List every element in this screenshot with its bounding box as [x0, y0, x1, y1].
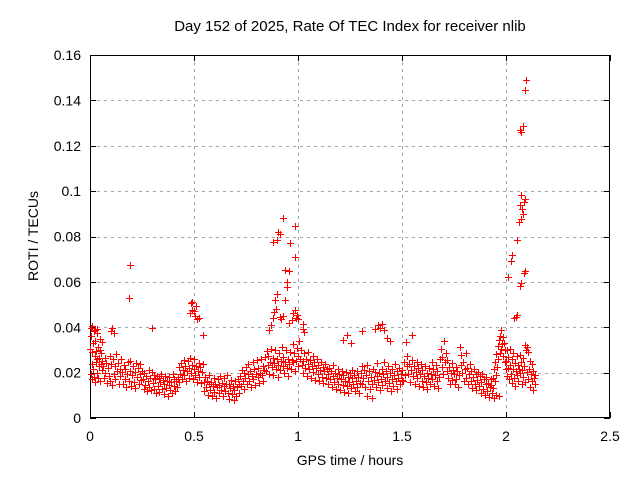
y-tick-label: 0.1: [62, 183, 82, 199]
x-tick-label: 1.5: [392, 428, 412, 444]
data-points: [87, 77, 539, 404]
y-tick-label: 0.06: [54, 274, 81, 290]
tick-labels: 0 0.5 1 1.5 2 2.5 0 0.02 0.04 0.06 0.08 0.1 0.12 0.14…: [54, 47, 620, 444]
chart-title: Day 152 of 2025, Rate Of TEC Index for r…: [174, 18, 526, 35]
x-tick-label: 2.5: [600, 428, 620, 444]
x-tick-label: 1: [294, 428, 302, 444]
y-tick-label: 0.04: [54, 319, 81, 335]
x-tick-label: 0.5: [184, 428, 204, 444]
y-tick-label: 0: [73, 410, 81, 426]
y-tick-label: 0.12: [54, 138, 81, 154]
x-axis-label: GPS time / hours: [296, 452, 404, 468]
x-tick-label: 0: [86, 428, 94, 444]
y-tick-label: 0.02: [54, 365, 81, 381]
axis-ticks: [90, 55, 611, 419]
x-tick-label: 2: [502, 428, 510, 444]
y-tick-label: 0.08: [54, 229, 81, 245]
y-tick-label: 0.14: [54, 92, 81, 108]
y-tick-label: 0.16: [54, 47, 81, 63]
plot-border: [90, 55, 610, 418]
